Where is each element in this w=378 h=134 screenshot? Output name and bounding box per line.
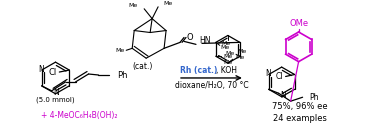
Text: 75%, 96% ee: 75%, 96% ee [272,102,327,111]
Text: Cl: Cl [48,68,56,77]
Text: Me: Me [226,51,235,56]
Text: OMe: OMe [289,19,308,28]
Text: Me: Me [238,49,247,54]
Text: N: N [54,88,59,97]
Text: Ph: Ph [118,70,128,79]
Text: (5.0 mmol): (5.0 mmol) [36,96,75,103]
Text: Me: Me [115,48,124,53]
Text: dioxane/H₂O, 70 °C: dioxane/H₂O, 70 °C [175,81,248,90]
Text: (cat.): (cat.) [132,62,152,71]
Text: N: N [280,91,285,100]
Text: Me: Me [236,55,245,60]
Text: 24 examples: 24 examples [273,114,327,123]
Text: Me: Me [224,54,233,59]
Text: Me: Me [163,1,172,6]
Text: Rh (cat.): Rh (cat.) [180,66,217,75]
Text: Me: Me [128,3,137,8]
Text: N: N [265,69,271,78]
Text: Me: Me [221,41,231,46]
Text: HN: HN [199,36,211,45]
Text: Me: Me [221,45,230,50]
Text: + 4-MeOC₆H₄B(OH)₂: + 4-MeOC₆H₄B(OH)₂ [40,111,117,120]
Text: Me: Me [224,60,233,65]
Text: , KOH: , KOH [216,66,237,75]
Text: N: N [38,65,43,74]
Text: Cl: Cl [276,72,284,81]
Text: O: O [186,33,193,42]
Text: Ph: Ph [310,93,319,102]
